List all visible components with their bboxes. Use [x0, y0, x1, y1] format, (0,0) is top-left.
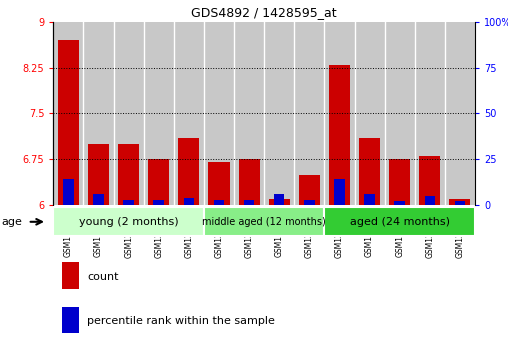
Text: count: count — [87, 272, 118, 282]
Bar — [239, 159, 260, 205]
Bar — [325, 22, 355, 205]
Bar — [334, 179, 345, 205]
Bar — [58, 40, 79, 205]
Bar — [214, 200, 224, 205]
Bar — [394, 201, 405, 205]
Bar — [114, 22, 144, 205]
Bar — [455, 201, 465, 205]
Bar — [359, 138, 380, 205]
Bar — [385, 22, 415, 205]
Text: young (2 months): young (2 months) — [79, 217, 178, 227]
Bar — [445, 22, 475, 205]
Bar — [234, 22, 264, 205]
Bar — [62, 307, 79, 333]
Bar — [450, 199, 470, 205]
Bar — [415, 22, 445, 205]
Bar — [93, 194, 104, 205]
Bar — [264, 22, 294, 205]
Bar — [123, 200, 134, 205]
Text: middle aged (12 months): middle aged (12 months) — [202, 217, 326, 227]
Bar — [274, 194, 284, 205]
Bar — [144, 22, 174, 205]
Bar — [389, 159, 410, 205]
Bar — [329, 65, 350, 205]
Bar — [294, 22, 325, 205]
FancyBboxPatch shape — [204, 207, 325, 236]
Bar — [419, 156, 440, 205]
Bar — [88, 144, 109, 205]
Text: percentile rank within the sample: percentile rank within the sample — [87, 316, 275, 326]
Bar — [204, 22, 234, 205]
Bar — [244, 200, 255, 205]
Bar — [183, 198, 194, 205]
Bar — [364, 194, 375, 205]
FancyBboxPatch shape — [53, 207, 204, 236]
Bar — [425, 196, 435, 205]
Text: age: age — [2, 217, 22, 227]
Bar — [118, 144, 139, 205]
Bar — [83, 22, 114, 205]
Bar — [62, 262, 79, 289]
FancyBboxPatch shape — [325, 207, 475, 236]
Bar — [148, 159, 169, 205]
Bar — [304, 200, 314, 205]
Bar — [269, 199, 290, 205]
Bar — [208, 162, 230, 205]
Bar — [53, 22, 83, 205]
Bar — [299, 175, 320, 205]
Bar — [174, 22, 204, 205]
Text: aged (24 months): aged (24 months) — [350, 217, 450, 227]
Bar — [153, 200, 164, 205]
Bar — [178, 138, 200, 205]
Bar — [355, 22, 385, 205]
Title: GDS4892 / 1428595_at: GDS4892 / 1428595_at — [192, 6, 337, 19]
Bar — [63, 179, 74, 205]
